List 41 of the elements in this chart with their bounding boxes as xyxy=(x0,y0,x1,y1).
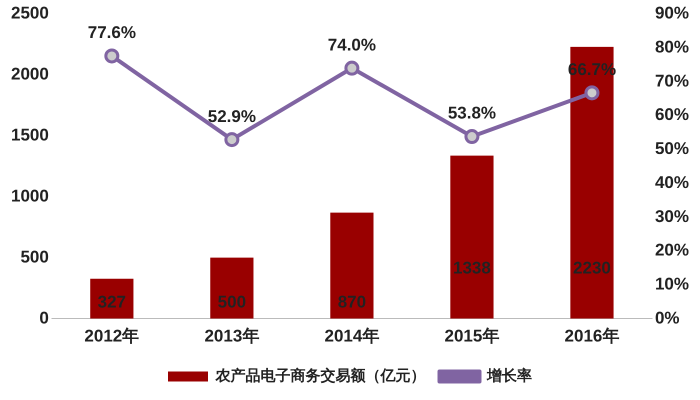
bar xyxy=(570,46,614,319)
legend-label: 农产品电子商务交易额（亿元） xyxy=(214,366,426,385)
y2-tick-label: 60% xyxy=(654,105,690,124)
x-tick-label: 2014年 xyxy=(324,326,380,346)
data-label: 74.0% xyxy=(328,35,376,54)
y2-tick-label: 30% xyxy=(654,206,690,226)
bar xyxy=(330,212,374,319)
data-label: 77.6% xyxy=(88,23,136,42)
y2-tick-label: 0% xyxy=(654,308,680,328)
data-label: 52.9% xyxy=(208,106,256,126)
y-tick-label: 2000 xyxy=(10,64,49,84)
y-tick-label: 2500 xyxy=(10,4,49,23)
x-tick-label: 2016年 xyxy=(564,326,620,346)
y2-tick-label: 50% xyxy=(654,139,690,158)
data-label: 500 xyxy=(218,292,246,312)
bar xyxy=(450,156,494,319)
y2-tick-label: 70% xyxy=(654,71,690,90)
y2-tick-label: 20% xyxy=(654,240,690,260)
x-tick-label: 2015年 xyxy=(444,326,500,346)
legend-label: 增长率 xyxy=(486,366,532,385)
data-label: 1338 xyxy=(453,258,491,278)
data-label: 327 xyxy=(98,292,126,312)
y-tick-label: 1000 xyxy=(10,186,49,206)
x-tick-label: 2013年 xyxy=(204,326,260,346)
x-tick-label: 2012年 xyxy=(84,326,140,346)
y2-tick-label: 80% xyxy=(654,38,690,57)
data-label: 870 xyxy=(338,292,366,312)
data-label: 53.8% xyxy=(448,104,496,123)
point xyxy=(104,48,120,64)
data-label: 2230 xyxy=(573,258,611,278)
y2-tick-label: 40% xyxy=(654,172,690,192)
y-tick-label: 500 xyxy=(20,247,49,266)
point xyxy=(464,129,480,144)
point xyxy=(224,132,240,148)
y2-tick-label: 90% xyxy=(654,4,690,23)
y-tick-label: 0 xyxy=(39,308,49,328)
y2-tick-label: 10% xyxy=(654,274,690,294)
point xyxy=(344,60,360,76)
bar xyxy=(210,258,254,319)
point xyxy=(584,85,600,100)
y-tick-label: 1500 xyxy=(10,126,49,145)
